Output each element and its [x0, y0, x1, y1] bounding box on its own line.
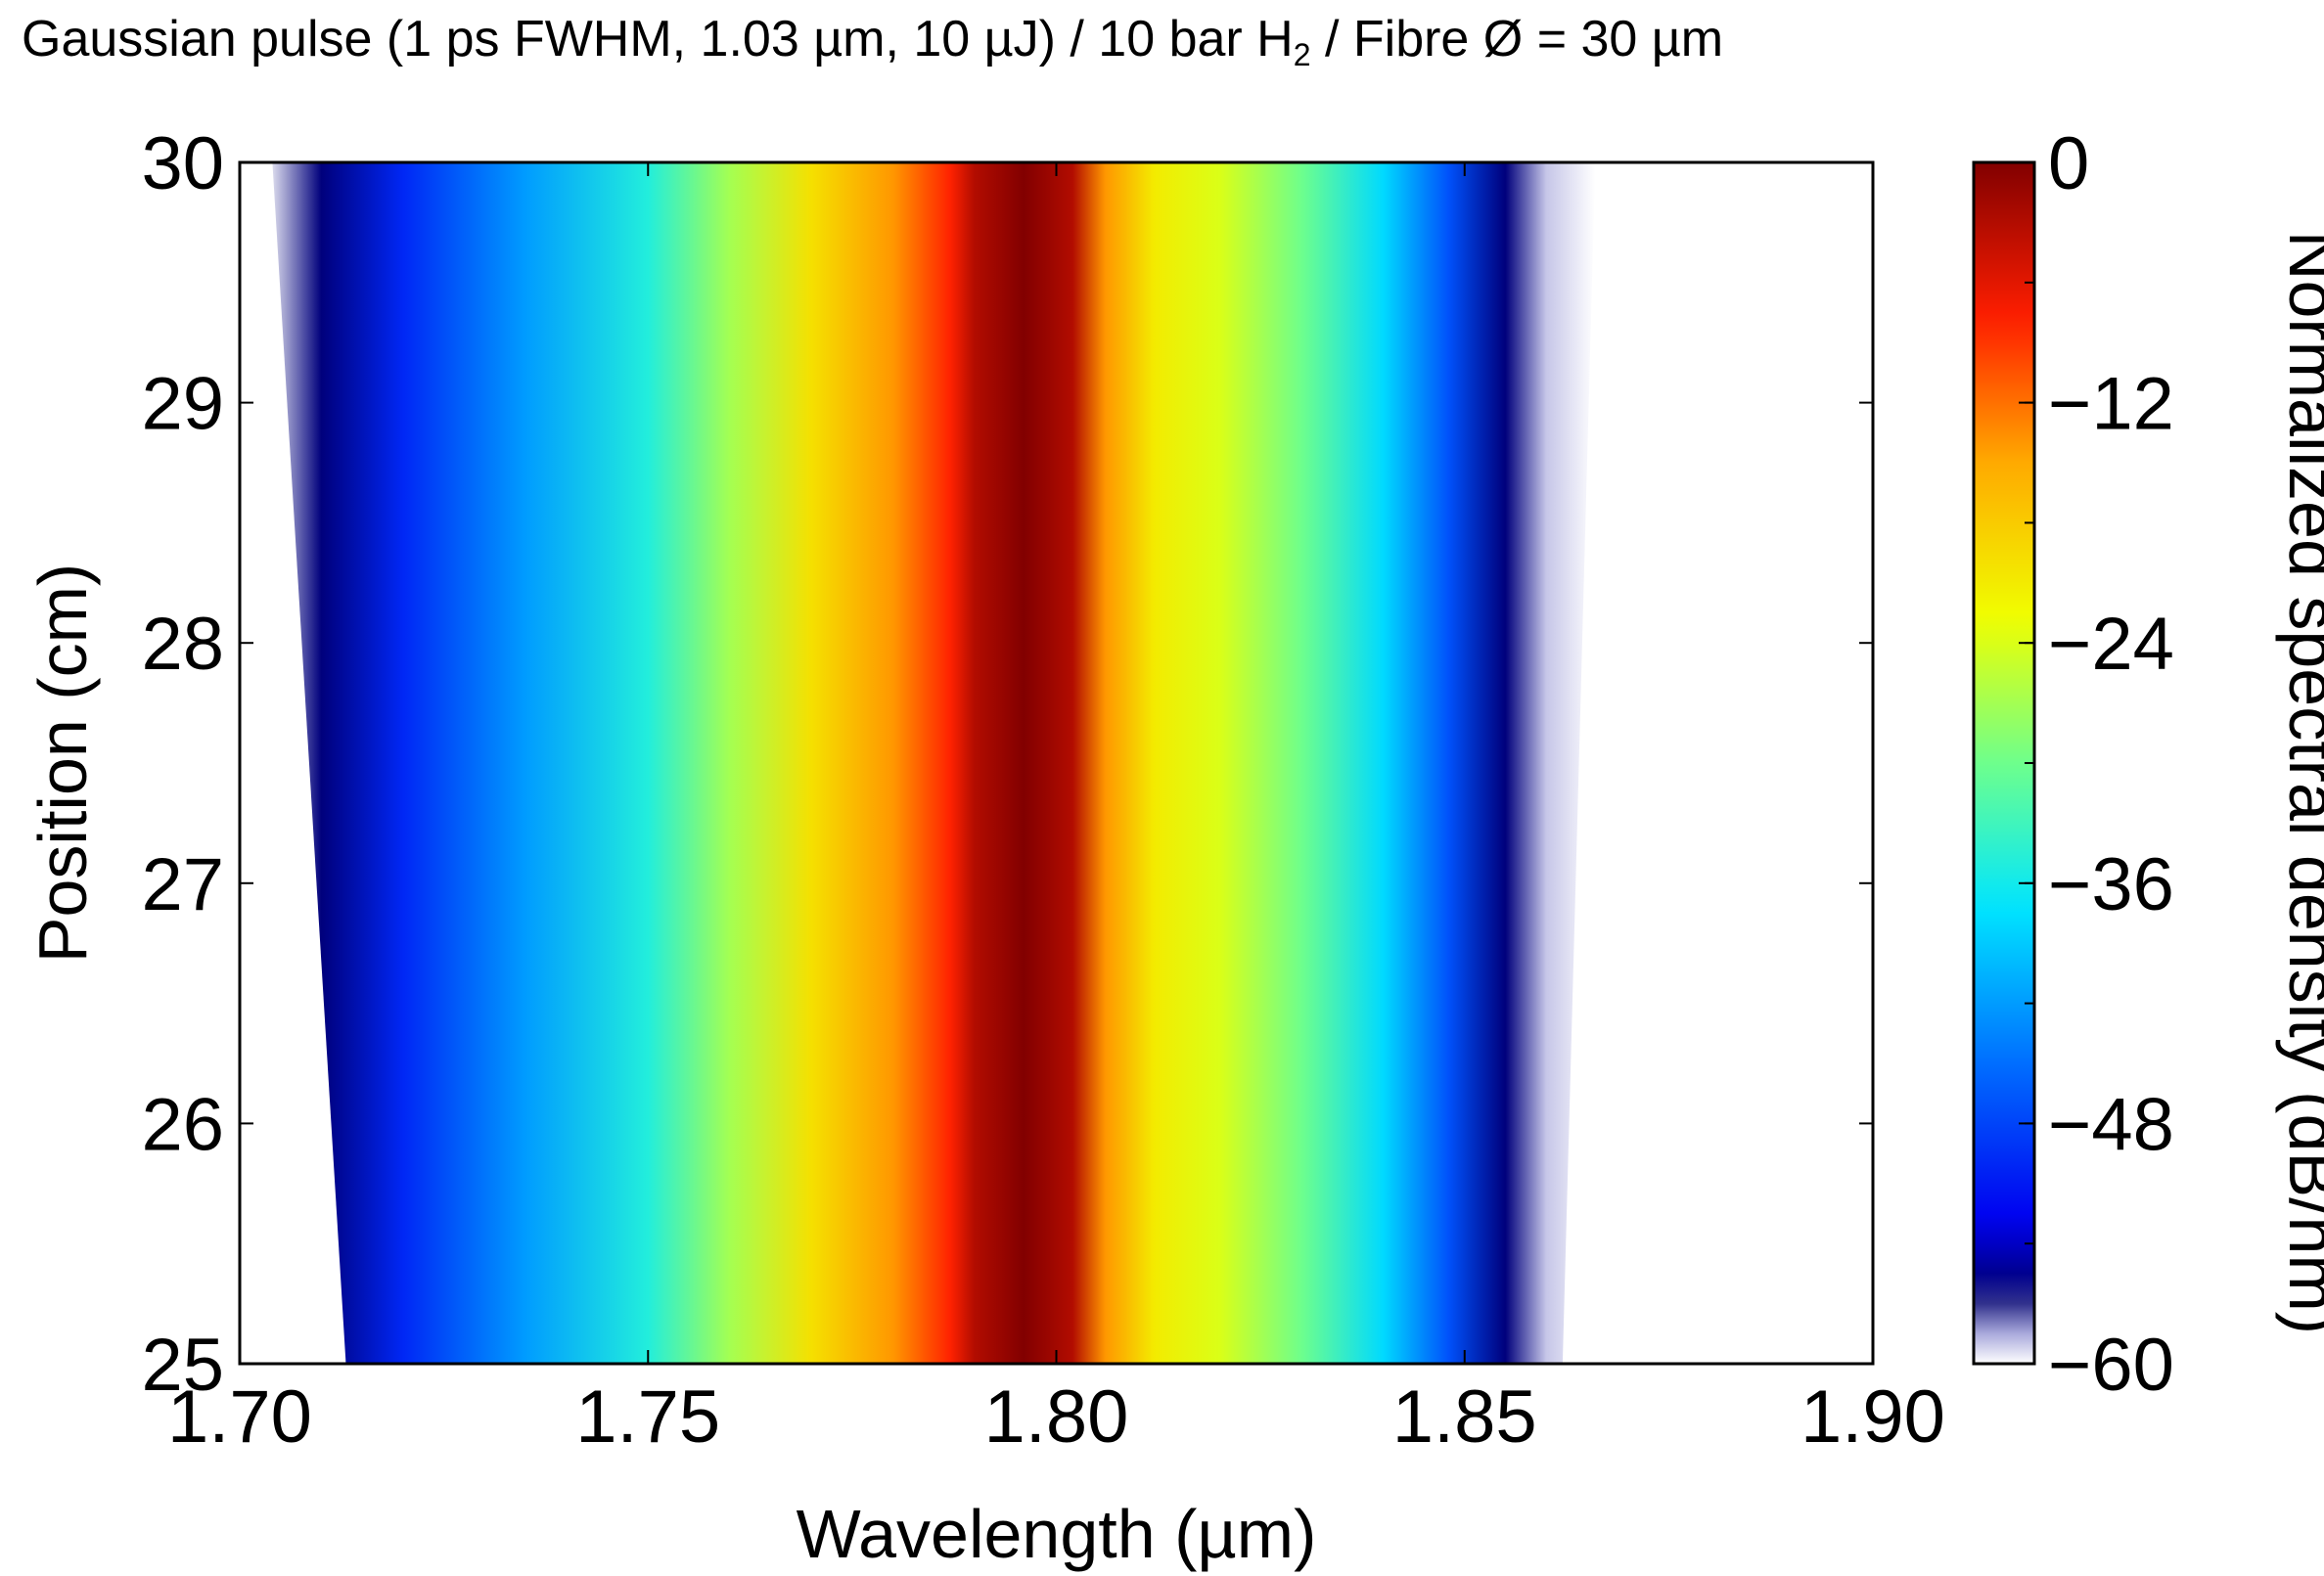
colorbar-tick-label: −60: [2048, 1324, 2174, 1407]
x-tick-label: 1.85: [1392, 1375, 1537, 1459]
y-axis-label: Position (cm): [24, 563, 101, 963]
colorbar-label: Normalized spectral density (dB/nm): [2275, 231, 2324, 1334]
y-tick-label: 30: [141, 122, 224, 205]
y-tick-label: 29: [141, 363, 224, 446]
y-tick-label: 26: [141, 1083, 224, 1166]
colorbar-gradient: [1972, 160, 2036, 1366]
title-suffix: / Fibre Ø = 30 µm: [1310, 11, 1724, 68]
y-tick-label: 28: [141, 603, 224, 686]
axes: 1.70 1.75 1.80 1.85 1.90 25 26 27 28 29 30 Waveleng…: [24, 122, 1945, 1572]
colorbar: 0 −12 −24 −36 −48 −60 Normalized spectral dens…: [1972, 122, 2324, 1407]
colorbar-tick-label: −36: [2048, 843, 2174, 926]
spectral-band: [272, 162, 1596, 1364]
x-tick-label: 1.90: [1800, 1375, 1945, 1459]
colorbar-tick-label: −48: [2048, 1083, 2174, 1166]
x-tick-label: 1.80: [984, 1375, 1129, 1459]
x-tick-label: 1.75: [575, 1375, 720, 1459]
chart-title: Gaussian pulse (1 ps FWHM, 1.03 µm, 10 µ…: [22, 10, 1723, 73]
colorbar-tick-label: 0: [2048, 122, 2089, 205]
heatmap-plot-area: [238, 160, 1875, 1366]
colorbar-tick-label: −24: [2048, 603, 2174, 686]
x-tick-label: 1.70: [167, 1375, 312, 1459]
y-tick-label: 27: [141, 843, 224, 926]
title-subscript: 2: [1293, 37, 1311, 72]
title-prefix: Gaussian pulse (1 ps FWHM, 1.03 µm, 10 µ…: [22, 11, 1294, 68]
y-tick-label: 25: [141, 1324, 224, 1407]
colorbar-tick-label: −12: [2048, 363, 2174, 446]
x-axis-label: Wavelength (µm): [797, 1496, 1317, 1572]
